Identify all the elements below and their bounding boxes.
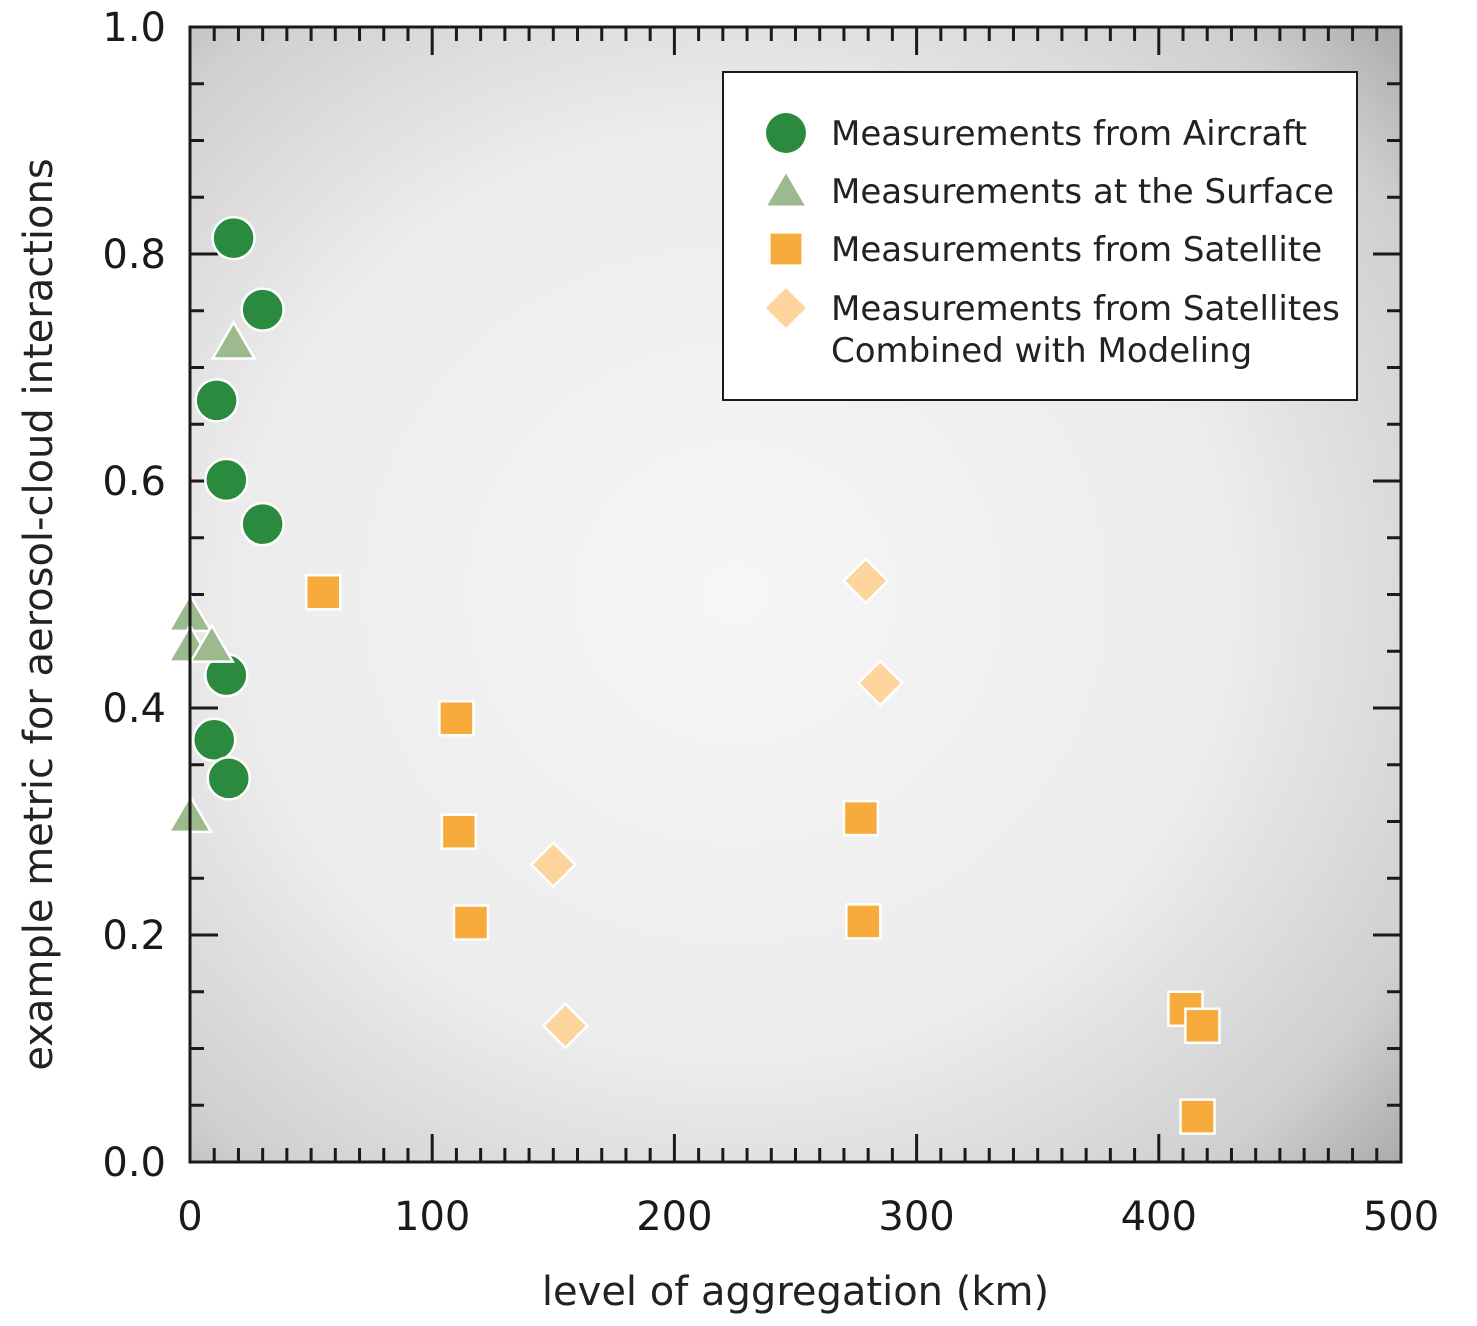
x-tick-label: 200 [636, 1194, 712, 1240]
x-tick-label: 500 [1363, 1194, 1439, 1240]
tick-labels: 0 100 200 300 400 500 0.0 0.2 0.4 0.6 0.8 1.0 [102, 5, 1439, 1240]
legend-label: Measurements from Satellite [831, 230, 1322, 270]
diamond-data-point [841, 557, 890, 605]
y-tick-label: 1.0 [102, 5, 166, 51]
square-data-point [1184, 1007, 1221, 1045]
x-tick-label: 0 [177, 1194, 202, 1240]
triangle-data-point [188, 623, 235, 663]
y-tick-label: 0.4 [102, 686, 166, 732]
circle-data-point [240, 501, 285, 547]
legend-label: Measurements from Satellites [831, 289, 1340, 329]
square-data-point [438, 699, 475, 737]
circle-data-point [211, 215, 256, 261]
x-tick-label: 400 [1121, 1194, 1197, 1240]
square-data-point [452, 904, 490, 941]
circle-data-point [206, 756, 252, 801]
legend-label: Combined with Modeling [831, 331, 1252, 371]
legend-box [722, 71, 1358, 401]
diamond-data-point [856, 659, 905, 707]
legend-circle-icon [766, 113, 806, 153]
legend-diamond-icon [764, 286, 808, 330]
data-points [166, 215, 1221, 1135]
circle-data-point [204, 457, 249, 503]
plot-frame [188, 25, 1403, 1164]
y-tick-label: 0.8 [102, 232, 166, 278]
legend-label: Measurements from Aircraft [831, 114, 1307, 154]
circle-data-point [191, 717, 237, 763]
circle-data-point [240, 287, 285, 332]
square-data-point [845, 903, 882, 940]
circle-data-point [194, 378, 239, 423]
square-data-point [304, 573, 342, 611]
legend: Measurements from Aircraft Measurements a… [722, 71, 1358, 401]
triangle-data-point [210, 320, 257, 360]
diamond-data-point [529, 840, 578, 889]
legend-square-icon [769, 232, 803, 266]
square-data-point [440, 813, 478, 850]
legend-triangle-icon [764, 170, 808, 207]
x-tick-label: 300 [878, 1194, 954, 1240]
x-tick-label: 100 [394, 1194, 470, 1240]
y-tick-label: 0.0 [102, 1140, 166, 1186]
y-tick-label: 0.6 [102, 459, 166, 505]
x-axis-title: level of aggregation (km) [542, 1269, 1049, 1315]
y-tick-label: 0.2 [102, 913, 166, 959]
legend-label: Measurements at the Surface [831, 172, 1334, 212]
diamond-data-point [541, 1002, 590, 1050]
square-data-point [842, 799, 880, 837]
square-data-point [1179, 1098, 1216, 1135]
y-axis-title: example metric for aerosol-cloud interac… [16, 158, 62, 1070]
